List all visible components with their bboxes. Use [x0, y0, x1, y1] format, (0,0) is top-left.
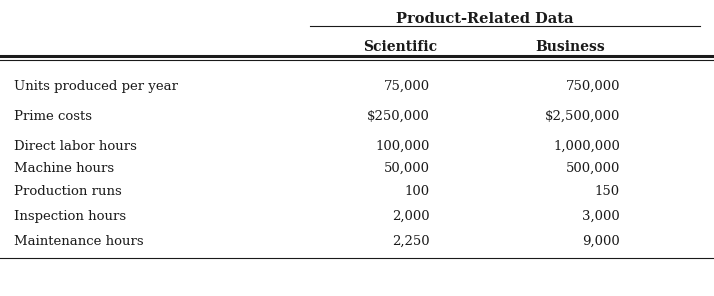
Text: Machine hours: Machine hours [14, 162, 114, 175]
Text: 2,000: 2,000 [393, 210, 430, 223]
Text: $2,500,000: $2,500,000 [545, 110, 620, 123]
Text: 3,000: 3,000 [582, 210, 620, 223]
Text: 50,000: 50,000 [384, 162, 430, 175]
Text: Prime costs: Prime costs [14, 110, 92, 123]
Text: 500,000: 500,000 [565, 162, 620, 175]
Text: Direct labor hours: Direct labor hours [14, 140, 137, 153]
Text: Inspection hours: Inspection hours [14, 210, 126, 223]
Text: Product-Related Data: Product-Related Data [396, 12, 574, 26]
Text: $250,000: $250,000 [367, 110, 430, 123]
Text: 100: 100 [405, 185, 430, 198]
Text: 100,000: 100,000 [376, 140, 430, 153]
Text: 75,000: 75,000 [384, 80, 430, 93]
Text: Maintenance hours: Maintenance hours [14, 235, 144, 248]
Text: Units produced per year: Units produced per year [14, 80, 178, 93]
Text: 750,000: 750,000 [565, 80, 620, 93]
Text: Scientific: Scientific [363, 40, 437, 54]
Text: 2,250: 2,250 [393, 235, 430, 248]
Text: 1,000,000: 1,000,000 [553, 140, 620, 153]
Text: 9,000: 9,000 [582, 235, 620, 248]
Text: 150: 150 [595, 185, 620, 198]
Text: Business: Business [535, 40, 605, 54]
Text: Production runs: Production runs [14, 185, 122, 198]
